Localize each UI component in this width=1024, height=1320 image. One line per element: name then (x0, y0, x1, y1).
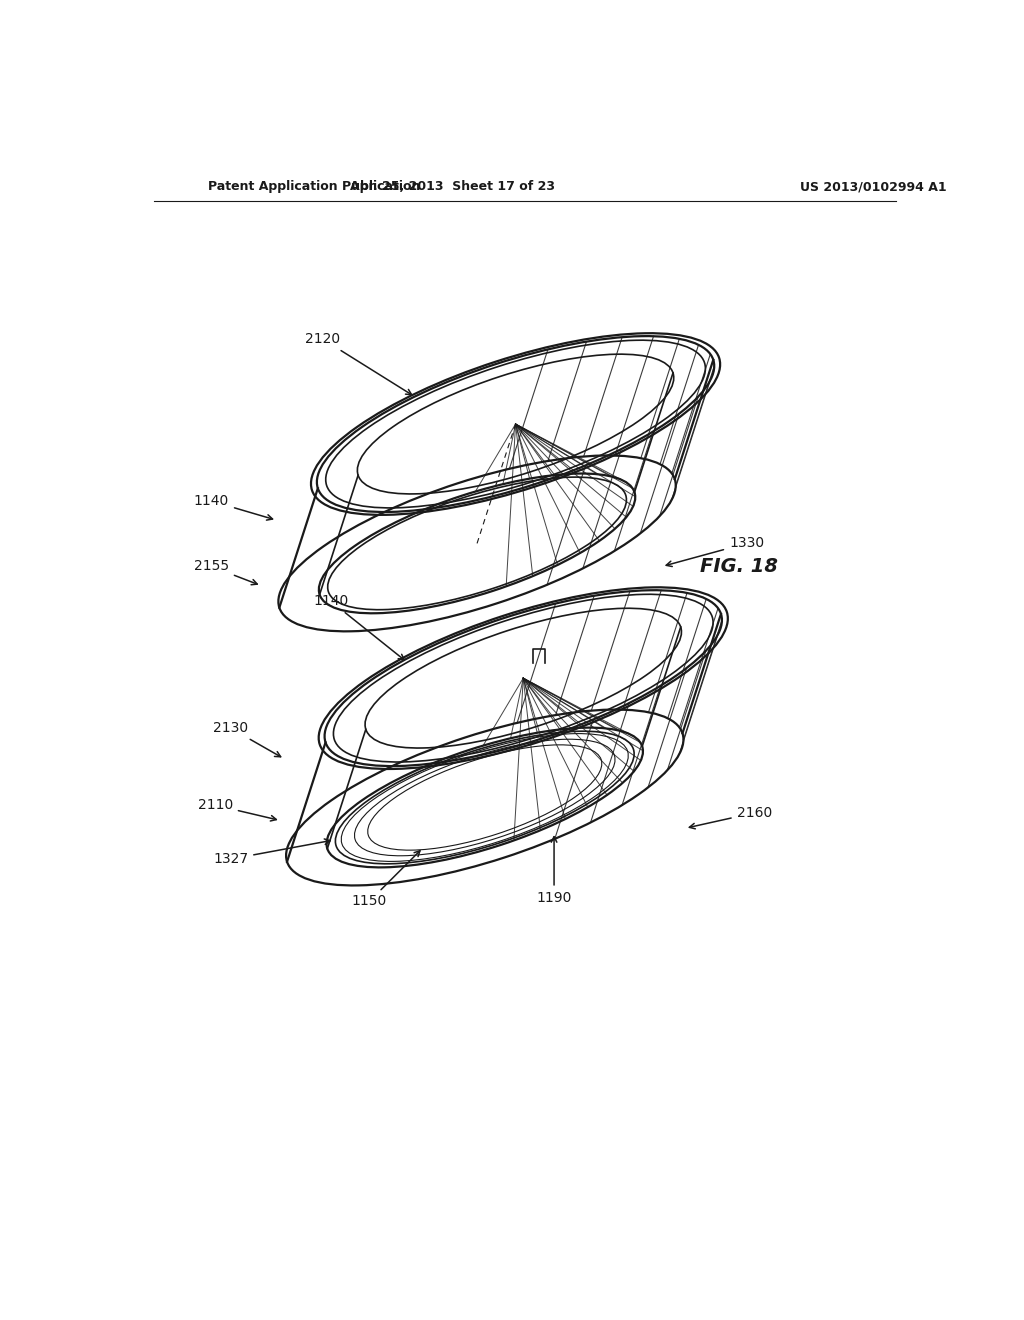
Text: FIG. 18: FIG. 18 (699, 557, 778, 576)
Text: 1150: 1150 (351, 850, 420, 908)
Text: Patent Application Publication: Patent Application Publication (208, 181, 420, 194)
Text: 2120: 2120 (305, 333, 412, 395)
Text: 2130: 2130 (213, 721, 281, 756)
Text: 1330: 1330 (667, 536, 764, 566)
Text: US 2013/0102994 A1: US 2013/0102994 A1 (801, 181, 947, 194)
Text: Apr. 25, 2013  Sheet 17 of 23: Apr. 25, 2013 Sheet 17 of 23 (350, 181, 555, 194)
Text: 1327: 1327 (213, 840, 330, 866)
Text: 2160: 2160 (689, 807, 772, 829)
Text: 1190: 1190 (537, 837, 571, 904)
Text: 2110: 2110 (198, 799, 276, 821)
Text: 1140: 1140 (313, 594, 404, 660)
Text: 1140: 1140 (194, 494, 272, 520)
Text: 2155: 2155 (194, 560, 257, 585)
